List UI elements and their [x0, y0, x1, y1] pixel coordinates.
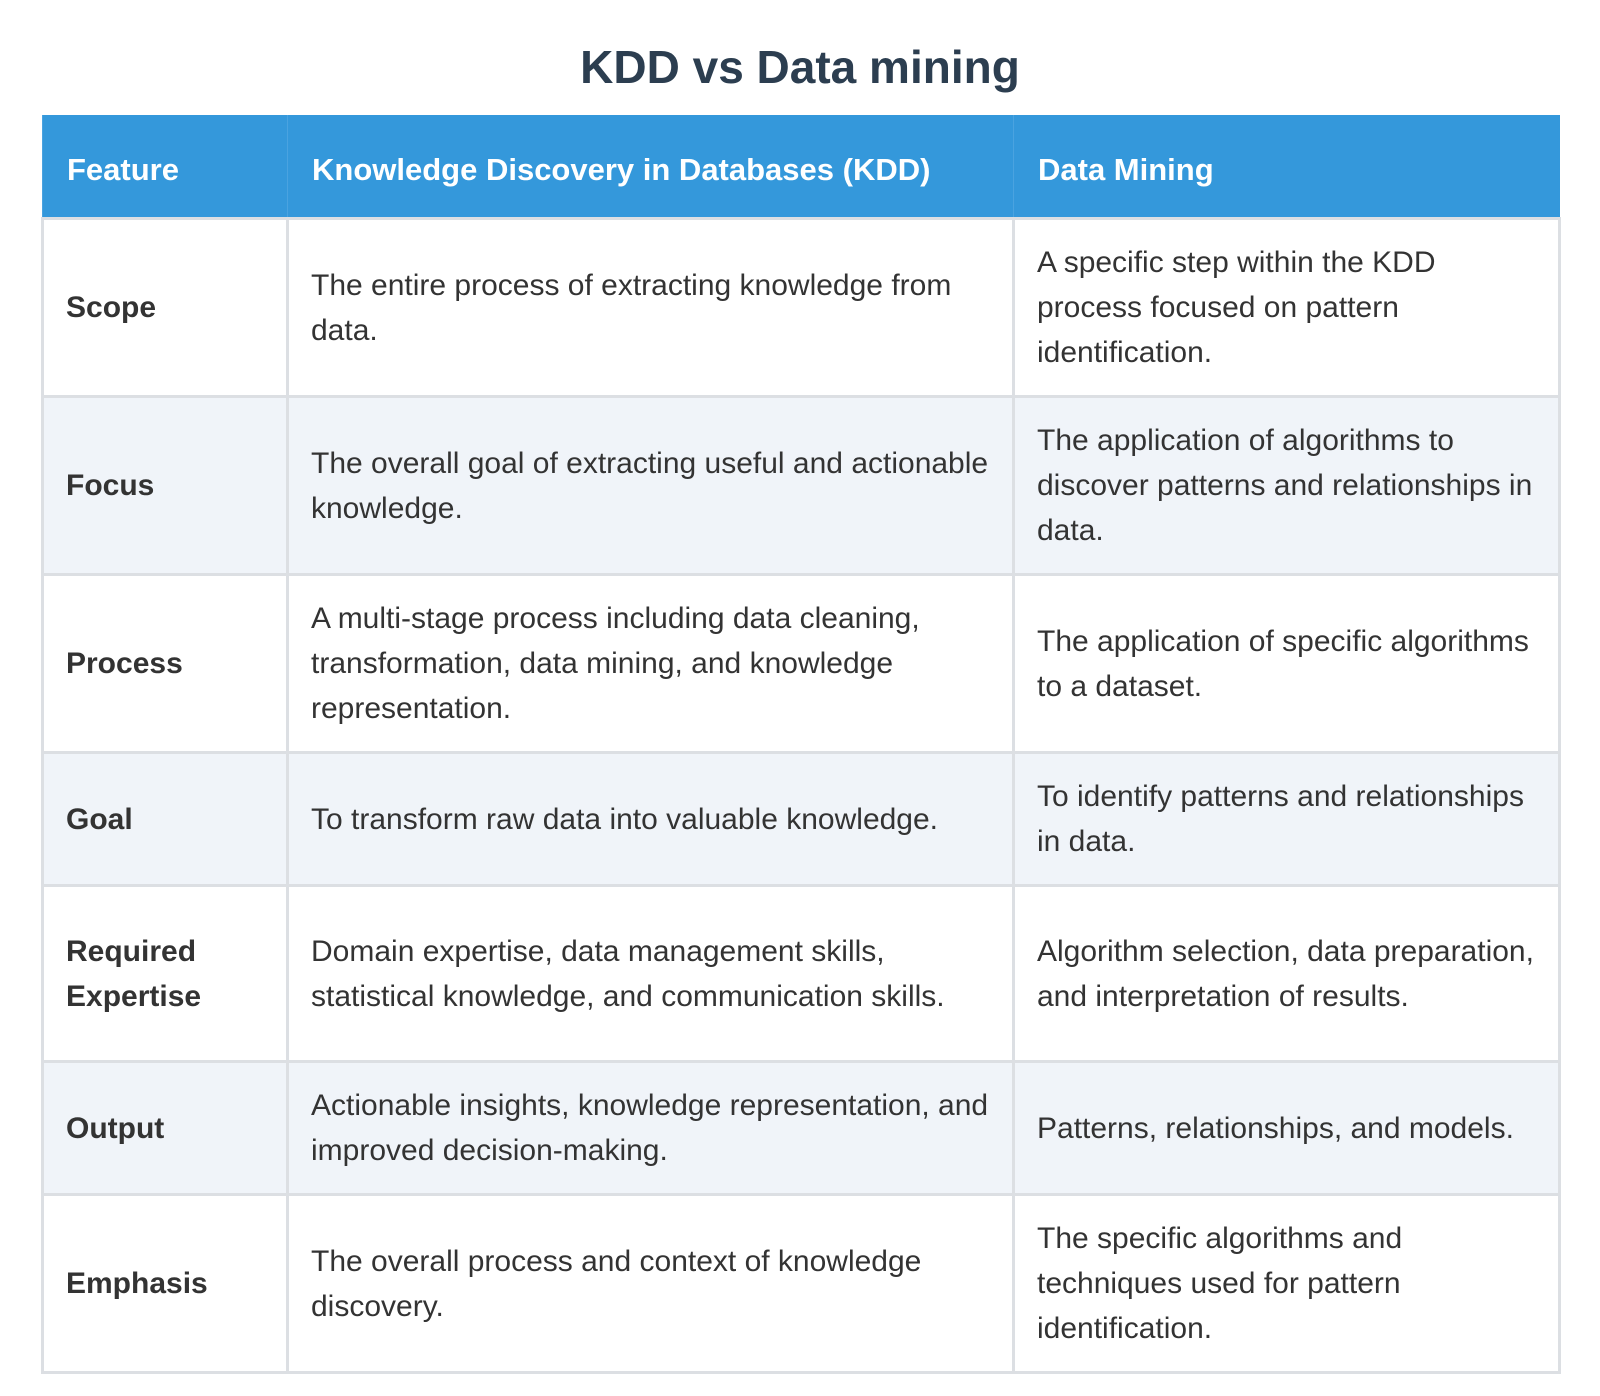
table-row: Emphasis The overall process and context … — [41, 1193, 1561, 1374]
text-cell: Algorithm selection, data preparation, a… — [1012, 884, 1561, 1063]
comparison-table: Feature Knowledge Discovery in Databases … — [41, 115, 1561, 1374]
table-row: Goal To transform raw data into valuable … — [41, 751, 1561, 887]
text-cell: The specific algorithms and techniques u… — [1012, 1193, 1561, 1374]
text-cell: The entire process of extracting knowled… — [286, 217, 1015, 398]
table-row: Scope The entire process of extracting kn… — [41, 217, 1561, 398]
table-row: Output Actionable insights, knowledge rep… — [41, 1060, 1561, 1196]
column-header: Feature — [42, 115, 288, 219]
text-cell: A multi-stage process including data cle… — [286, 573, 1015, 754]
title: KDD vs Data mining — [580, 41, 1020, 93]
text-cell: The application of algorithms to discove… — [1012, 395, 1561, 576]
column-header: Data Mining — [1013, 115, 1560, 219]
feature-cell: Output — [41, 1060, 289, 1196]
text-cell: Actionable insights, knowledge represent… — [286, 1060, 1015, 1196]
text-cell: The application of specific algorithms t… — [1012, 573, 1561, 754]
column-header: Knowledge Discovery in Databases (KDD) — [287, 115, 1014, 219]
feature-cell: Scope — [41, 217, 289, 398]
feature-cell: Focus — [41, 395, 289, 576]
feature-cell: Required Expertise — [41, 884, 289, 1063]
text-cell: The overall goal of extracting useful an… — [286, 395, 1015, 576]
feature-cell: Emphasis — [41, 1193, 289, 1374]
text-cell: The overall process and context of knowl… — [286, 1193, 1015, 1374]
header-row: Feature Knowledge Discovery in Databases … — [42, 115, 1560, 219]
text-cell: Domain expertise, data management skills… — [286, 884, 1015, 1063]
feature-cell: Process — [41, 573, 289, 754]
table-header: Feature Knowledge Discovery in Databases … — [42, 115, 1560, 219]
feature-cell: Goal — [41, 751, 289, 887]
table-row: Required Expertise Domain expertise, data… — [41, 884, 1561, 1063]
text-cell: To transform raw data into valuable know… — [286, 751, 1015, 887]
text-cell: Patterns, relationships, and models. — [1012, 1060, 1561, 1196]
text-cell: To identify patterns and relationships i… — [1012, 751, 1561, 887]
text-cell: A specific step within the KDD process f… — [1012, 217, 1561, 398]
table-row: Process A multi-stage process including d… — [41, 573, 1561, 754]
table-body: Scope The entire process of extracting kn… — [41, 217, 1561, 1374]
table-row: Focus The overall goal of extracting usef… — [41, 395, 1561, 576]
